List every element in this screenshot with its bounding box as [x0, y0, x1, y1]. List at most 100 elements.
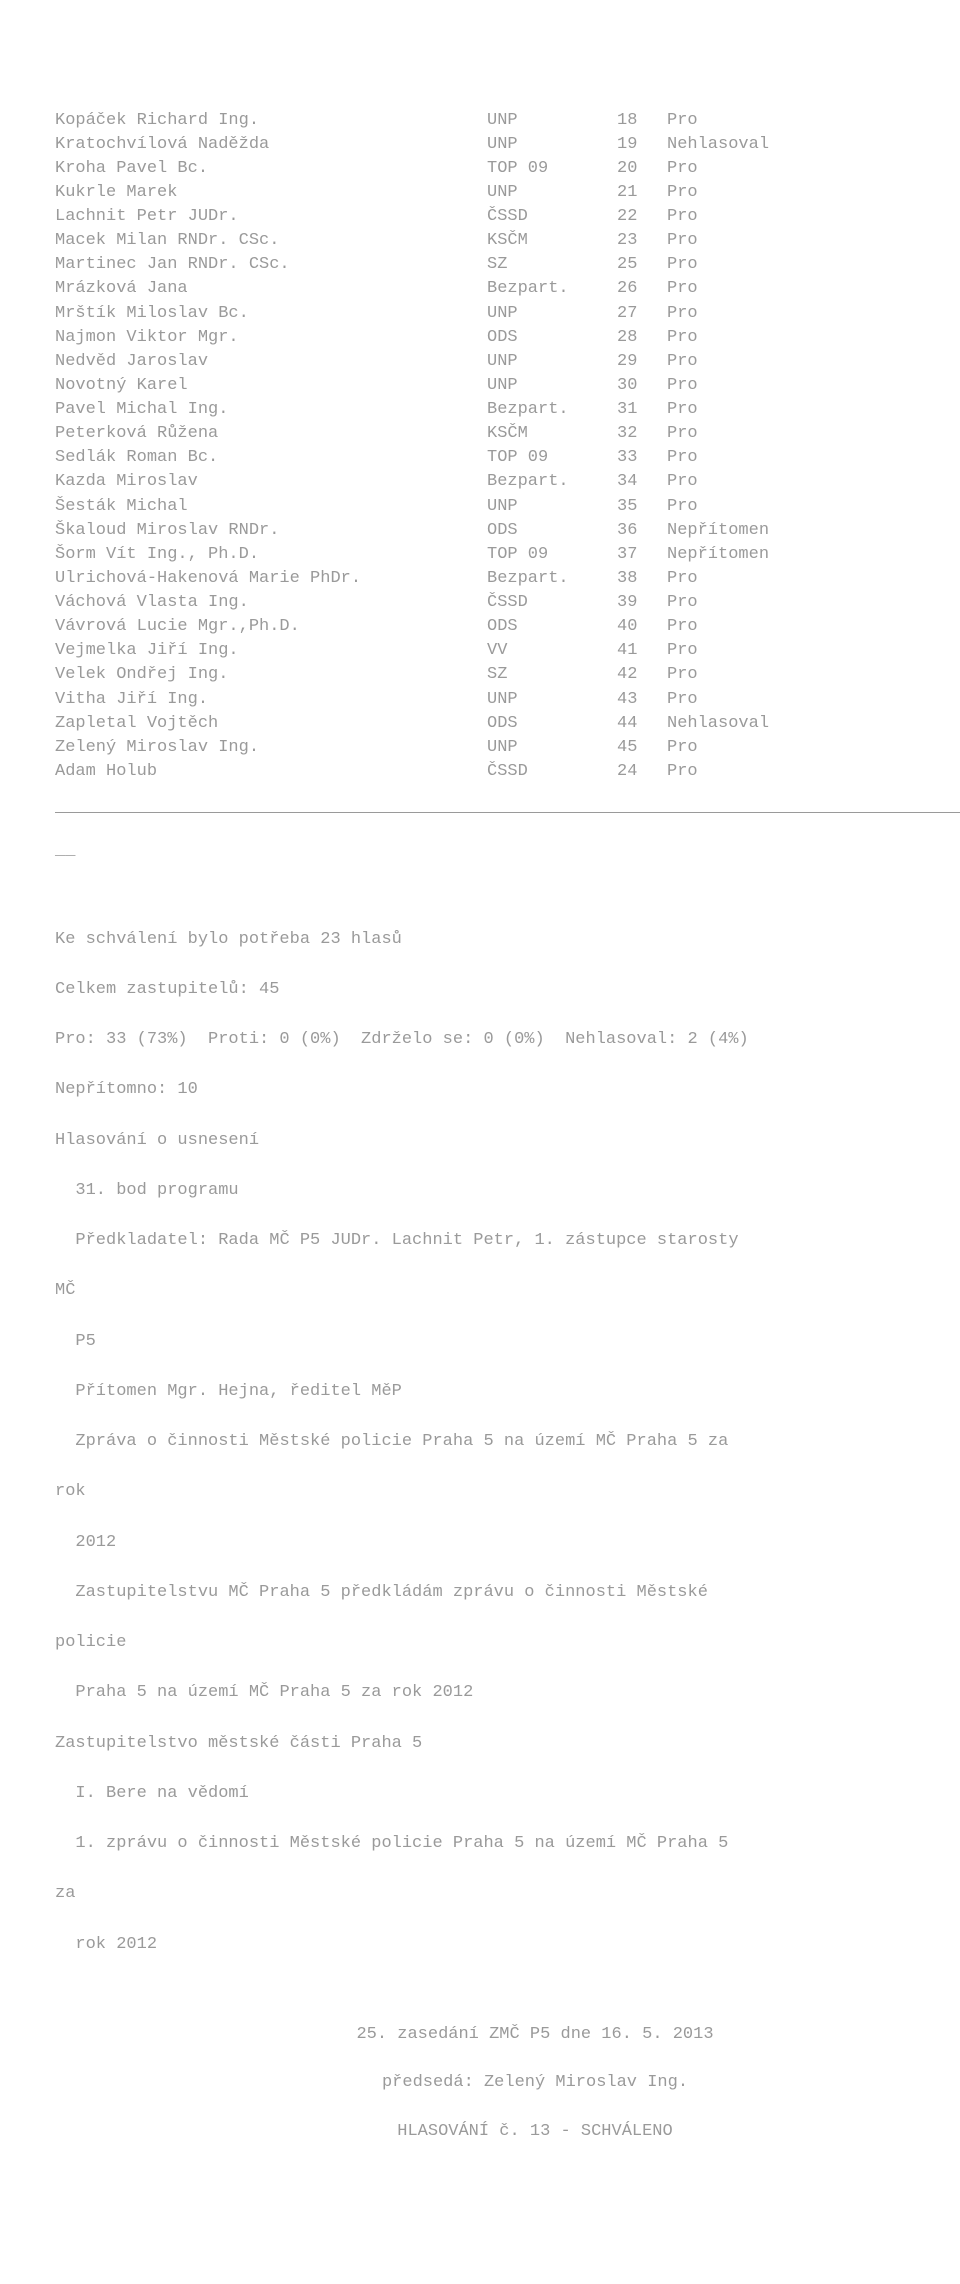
member-party: UNP: [487, 109, 617, 133]
member-vote: Pro: [667, 277, 960, 301]
separator-line: [55, 812, 960, 813]
member-name: Zapletal Vojtěch: [55, 712, 487, 736]
member-number: 40: [617, 615, 667, 639]
member-name: Adam Holub: [55, 760, 487, 784]
table-row: Zelený Miroslav Ing.UNP45Pro: [55, 736, 960, 760]
member-party: UNP: [487, 181, 617, 205]
member-number: 36: [617, 519, 667, 543]
member-name: Pavel Michal Ing.: [55, 398, 487, 422]
member-party: VV: [487, 639, 617, 663]
footer-line: HLASOVÁNÍ č. 13 - SCHVÁLENO: [55, 2120, 960, 2144]
summary-line: 31. bod programu: [55, 1179, 960, 1203]
member-party: ČSSD: [487, 760, 617, 784]
summary-line: Celkem zastupitelů: 45: [55, 978, 960, 1002]
member-party: UNP: [487, 133, 617, 157]
summary-line: rok: [55, 1480, 960, 1504]
summary-line: za: [55, 1882, 960, 1906]
member-name: Škaloud Miroslav RNDr.: [55, 519, 487, 543]
member-vote: Pro: [667, 470, 960, 494]
summary-line: Zastupitelstvo městské části Praha 5: [55, 1732, 960, 1756]
member-number: 18: [617, 109, 667, 133]
member-name: Nedvěd Jaroslav: [55, 350, 487, 374]
member-number: 45: [617, 736, 667, 760]
member-number: 24: [617, 760, 667, 784]
member-vote: Pro: [667, 663, 960, 687]
table-row: Vávrová Lucie Mgr.,Ph.D.ODS40Pro: [55, 615, 960, 639]
member-name: Lachnit Petr JUDr.: [55, 205, 487, 229]
member-party: Bezpart.: [487, 398, 617, 422]
summary-line: 2012: [55, 1531, 960, 1555]
table-row: Velek Ondřej Ing.SZ42Pro: [55, 663, 960, 687]
table-row: Mrázková JanaBezpart.26Pro: [55, 277, 960, 301]
member-number: 35: [617, 495, 667, 519]
summary-line: Pro: 33 (73%) Proti: 0 (0%) Zdrželo se: …: [55, 1028, 960, 1052]
member-vote: Pro: [667, 567, 960, 591]
member-name: Mrázková Jana: [55, 277, 487, 301]
member-party: KSČM: [487, 229, 617, 253]
member-name: Ulrichová-Hakenová Marie PhDr.: [55, 567, 487, 591]
member-number: 44: [617, 712, 667, 736]
footer-line: 25. zasedání ZMČ P5 dne 16. 5. 2013: [55, 2023, 960, 2047]
member-party: Bezpart.: [487, 277, 617, 301]
member-party: Bezpart.: [487, 567, 617, 591]
table-row: Pavel Michal Ing.Bezpart.31Pro: [55, 398, 960, 422]
member-name: Šorm Vít Ing., Ph.D.: [55, 543, 487, 567]
table-row: Kazda MiroslavBezpart.34Pro: [55, 470, 960, 494]
member-name: Kroha Pavel Bc.: [55, 157, 487, 181]
member-name: Kopáček Richard Ing.: [55, 109, 487, 133]
member-party: ODS: [487, 326, 617, 350]
member-number: 32: [617, 422, 667, 446]
member-party: ČSSD: [487, 205, 617, 229]
member-number: 28: [617, 326, 667, 350]
member-number: 31: [617, 398, 667, 422]
member-number: 43: [617, 688, 667, 712]
member-vote: Pro: [667, 446, 960, 470]
member-number: 30: [617, 374, 667, 398]
summary-line: P5: [55, 1330, 960, 1354]
member-party: ODS: [487, 712, 617, 736]
member-vote: Nehlasoval: [667, 133, 960, 157]
member-name: Kratochvílová Naděžda: [55, 133, 487, 157]
summary-line: I. Bere na vědomí: [55, 1782, 960, 1806]
summary-line: Hlasování o usnesení: [55, 1129, 960, 1153]
member-number: 21: [617, 181, 667, 205]
member-name: Novotný Karel: [55, 374, 487, 398]
member-vote: Pro: [667, 495, 960, 519]
member-name: Vejmelka Jiří Ing.: [55, 639, 487, 663]
member-name: Macek Milan RNDr. CSc.: [55, 229, 487, 253]
vote-table: Kopáček Richard Ing.UNP18ProKratochvílov…: [55, 109, 960, 785]
summary-line: MČ: [55, 1279, 960, 1303]
member-number: 39: [617, 591, 667, 615]
table-row: Najmon Viktor Mgr.ODS28Pro: [55, 326, 960, 350]
member-number: 41: [617, 639, 667, 663]
member-name: Zelený Miroslav Ing.: [55, 736, 487, 760]
table-row: Lachnit Petr JUDr.ČSSD22Pro: [55, 205, 960, 229]
member-vote: Pro: [667, 374, 960, 398]
member-vote: Pro: [667, 398, 960, 422]
member-party: UNP: [487, 302, 617, 326]
member-vote: Pro: [667, 591, 960, 615]
member-vote: Pro: [667, 205, 960, 229]
member-name: Kukrle Marek: [55, 181, 487, 205]
summary-line: Praha 5 na území MČ Praha 5 za rok 2012: [55, 1681, 960, 1705]
table-row: Váchová Vlasta Ing.ČSSD39Pro: [55, 591, 960, 615]
member-number: 37: [617, 543, 667, 567]
member-name: Martinec Jan RNDr. CSc.: [55, 253, 487, 277]
summary-line: Zpráva o činnosti Městské policie Praha …: [55, 1430, 960, 1454]
member-party: ODS: [487, 615, 617, 639]
table-row: Škaloud Miroslav RNDr.ODS36Nepřítomen: [55, 519, 960, 543]
table-row: Šesták MichalUNP35Pro: [55, 495, 960, 519]
member-vote: Pro: [667, 422, 960, 446]
table-row: Macek Milan RNDr. CSc.KSČM23Pro: [55, 229, 960, 253]
dangling-underline: __: [55, 839, 960, 863]
member-vote: Pro: [667, 326, 960, 350]
summary-line: Předkladatel: Rada MČ P5 JUDr. Lachnit P…: [55, 1229, 960, 1253]
member-party: SZ: [487, 663, 617, 687]
summary-line: 1. zprávu o činnosti Městské policie Pra…: [55, 1832, 960, 1856]
member-party: SZ: [487, 253, 617, 277]
table-row: Ulrichová-Hakenová Marie PhDr.Bezpart.38…: [55, 567, 960, 591]
summary-line: Zastupitelstvu MČ Praha 5 předkládám zpr…: [55, 1581, 960, 1605]
member-vote: Nehlasoval: [667, 712, 960, 736]
member-number: 33: [617, 446, 667, 470]
member-number: 23: [617, 229, 667, 253]
